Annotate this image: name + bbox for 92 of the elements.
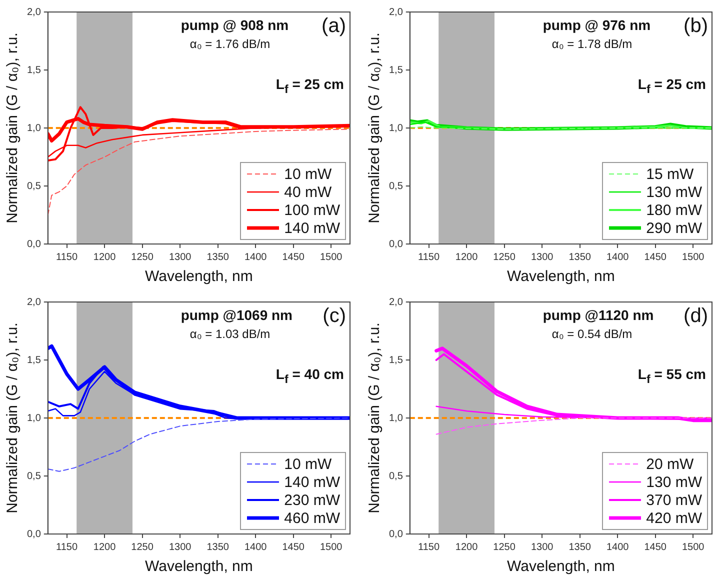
legend-label: 15 mW [646,166,694,182]
x-tick-label: 1400 [606,252,630,263]
x-tick-label: 1400 [244,542,268,553]
y-tick-label: 1,0 [388,412,404,424]
legend-label: 130 mW [646,474,702,490]
y-tick-label: 0,5 [388,470,404,482]
y-tick-label: 1,5 [388,354,404,366]
x-tick-label: 1200 [455,542,478,553]
annotation: pump @ 976 nm [542,17,651,33]
y-tick-label: 1,0 [26,122,42,134]
legend-label: 10 mW [284,456,332,472]
x-tick-label: 1300 [168,542,192,553]
annotation: pump @ 908 nm [180,17,289,33]
x-axis-title: Wavelength, nm [507,268,615,286]
annotation: α₀ = 0.54 dB/m [552,327,632,341]
x-tick-label: 1450 [644,542,667,553]
y-tick-label: 1,5 [26,354,42,366]
legend-label: 40 mW [284,184,332,200]
x-tick-label: 1400 [606,542,630,553]
y-tick-label: 2,0 [26,296,42,308]
x-tick-label: 1200 [93,252,116,263]
legend-label: 10 mW [284,166,332,182]
annotation: pump @1120 nm [542,307,654,323]
legend-label: 180 mW [646,202,702,218]
y-axis-title: Normalized gain (G / α₀), r.u. [366,322,384,514]
x-tick-label: 1300 [530,542,554,553]
annotation: L$_{f}$ = 40 cm [276,366,344,386]
annotation: (a) [322,15,346,37]
legend-label: 20 mW [646,456,694,472]
y-tick-label: 2,0 [26,6,42,18]
annotation: (b) [684,15,708,37]
y-axis-title: Normalized gain (G / α₀), r.u. [4,32,22,224]
annotation: (d) [684,305,708,327]
annotation: L$_{f}$ = 25 cm [276,76,344,96]
x-tick-label: 1250 [493,542,516,553]
annotation: pump @1069 nm [180,307,292,323]
x-tick-label: 1300 [530,252,554,263]
legend-label: 140 mW [284,474,340,490]
y-axis-title: Normalized gain (G / α₀), r.u. [366,32,384,224]
x-axis-title: Wavelength, nm [507,558,615,576]
y-tick-label: 0,0 [388,238,404,250]
x-tick-label: 1500 [682,252,705,263]
x-tick-label: 1200 [93,542,116,553]
x-tick-label: 1350 [206,252,230,263]
y-tick-label: 0,5 [26,180,42,192]
x-tick-label: 1350 [568,252,592,263]
x-tick-label: 1500 [320,542,343,553]
x-axis-title: Wavelength, nm [145,558,253,576]
y-tick-label: 1,5 [26,64,42,76]
y-tick-label: 1,5 [388,64,404,76]
annotation: (c) [322,305,346,327]
y-tick-label: 0,5 [26,470,42,482]
y-tick-label: 2,0 [388,296,404,308]
x-tick-label: 1500 [320,252,343,263]
legend-label: 230 mW [284,492,340,508]
x-tick-label: 1150 [418,252,440,263]
annotation: L$_{f}$ = 55 cm [638,366,706,386]
x-tick-label: 1450 [282,542,305,553]
y-tick-label: 0,5 [388,180,404,192]
y-tick-label: 0,0 [388,528,404,540]
annotation: α₀ = 1.78 dB/m [552,37,632,51]
x-tick-label: 1300 [168,252,192,263]
x-tick-label: 1450 [282,252,305,263]
x-tick-label: 1450 [644,252,667,263]
y-tick-label: 0,0 [26,238,42,250]
legend-label: 370 mW [646,492,702,508]
legend-label: 100 mW [284,202,340,218]
annotation: α₀ = 1.76 dB/m [190,37,270,51]
x-tick-label: 1250 [131,252,154,263]
y-tick-label: 1,0 [388,122,404,134]
x-tick-label: 1500 [682,542,705,553]
x-axis-title: Wavelength, nm [145,268,253,286]
legend-label: 460 mW [284,510,340,526]
legend-label: 130 mW [646,184,702,200]
x-tick-label: 1150 [56,542,78,553]
x-tick-label: 1150 [56,252,78,263]
x-tick-label: 1150 [418,542,440,553]
x-tick-label: 1400 [244,252,268,263]
y-tick-label: 1,0 [26,412,42,424]
x-tick-label: 1250 [131,542,154,553]
x-tick-label: 1350 [568,542,592,553]
legend-label: 290 mW [646,220,702,236]
annotation: L$_{f}$ = 25 cm [638,76,706,96]
x-tick-label: 1200 [455,252,478,263]
legend-label: 140 mW [284,220,340,236]
x-tick-label: 1350 [206,542,230,553]
annotation: α₀ = 1.03 dB/m [190,327,270,341]
y-axis-title: Normalized gain (G / α₀), r.u. [4,322,22,514]
legend-label: 420 mW [646,510,702,526]
y-tick-label: 0,0 [26,528,42,540]
y-tick-label: 2,0 [388,6,404,18]
x-tick-label: 1250 [493,252,516,263]
